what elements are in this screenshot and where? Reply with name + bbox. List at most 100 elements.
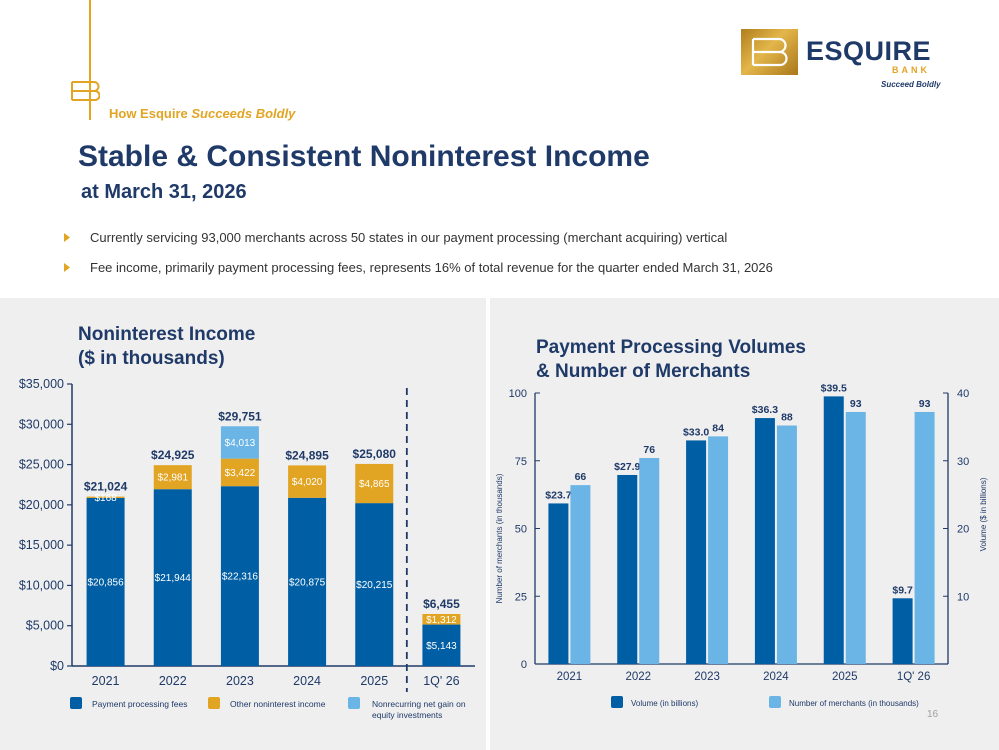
- x-tick-label: 2023: [694, 671, 720, 683]
- y-tick-label: $35,000: [19, 377, 64, 391]
- segment-label: $20,215: [356, 580, 393, 591]
- merchants-bar: [708, 436, 729, 664]
- segment-label: $3,422: [225, 468, 256, 479]
- volume-bar: [617, 474, 638, 664]
- bullet-marker-icon: [64, 263, 70, 272]
- bullet-text: Fee income, primarily payment processing…: [90, 260, 773, 275]
- bar-segment: [220, 426, 259, 459]
- bar-segment: [288, 497, 327, 666]
- volume-bar: [548, 503, 569, 664]
- legend-label: Nonrecurring net gain on: [372, 699, 466, 709]
- y-tick-label: $10,000: [19, 578, 64, 592]
- volume-bar: [754, 418, 775, 664]
- legend-swatch: [70, 697, 82, 709]
- bar-segment: [422, 613, 461, 625]
- left-y-tick-label: 0: [521, 659, 527, 671]
- volume-bar: [823, 396, 844, 664]
- segment-label: $20,856: [88, 577, 125, 588]
- segment-label: $168: [94, 493, 117, 504]
- volume-value-label: $36.3: [752, 404, 778, 416]
- x-tick-label: 2022: [159, 674, 187, 688]
- volume-value-label: $33.0: [683, 426, 709, 438]
- bar-total-label: $25,080: [353, 447, 397, 461]
- page-subtitle: at March 31, 2026: [81, 181, 247, 203]
- segment-label: $22,316: [222, 572, 259, 583]
- segment-label: $5,143: [426, 641, 457, 652]
- volume-bar: [686, 440, 707, 664]
- right-axis-title: Volume ($ in billions): [979, 477, 988, 551]
- legend-swatch: [769, 696, 781, 708]
- payment-volumes-chart: 0 25 50 75 100 10 20 30 40 Number of merchants (i…: [495, 382, 988, 708]
- bar-segment: [288, 465, 327, 498]
- x-tick-label: 1Q' 26: [897, 671, 931, 683]
- segment-label: $21,944: [155, 573, 192, 584]
- bar-segment: [355, 463, 394, 504]
- x-tick-label: 2023: [226, 674, 254, 688]
- segment-label: $4,013: [225, 438, 256, 449]
- tagline-emphasis: Succeeds Boldly: [191, 106, 296, 121]
- volume-value-label: $9.7: [892, 584, 913, 596]
- noninterest-chart-title: Noninterest Income ($ in thousands): [78, 323, 255, 371]
- right-y-tick-label: 20: [957, 524, 969, 536]
- logo-slogan: Succeed Boldly: [881, 80, 941, 89]
- merchants-value-label: 84: [712, 422, 724, 434]
- legend-label: Volume (in billions): [631, 699, 698, 708]
- right-y-tick-label: 10: [957, 591, 969, 603]
- y-tick-label: $15,000: [19, 538, 64, 552]
- merchants-value-label: 66: [575, 471, 587, 483]
- right-y-tick-label: 40: [957, 388, 969, 400]
- left-y-tick-label: 100: [509, 388, 527, 400]
- bullet-text: Currently servicing 93,000 merchants acr…: [90, 230, 728, 245]
- logo-bank-text: BANK: [892, 65, 930, 75]
- merchants-bar: [845, 411, 866, 664]
- volumes-title-line2: & Number of Merchants: [536, 361, 751, 382]
- bar-total-label: $6,455: [423, 597, 460, 611]
- x-tick-label: 2025: [360, 674, 388, 688]
- segment-label: $20,875: [289, 577, 326, 588]
- bar-segment: [153, 465, 192, 490]
- payment-processing-panel: Payment Processing Volumes & Number of M…: [490, 298, 999, 750]
- y-tick-label: $0: [50, 659, 64, 673]
- bar-total-label: $21,024: [84, 480, 128, 494]
- x-tick-label: 2025: [832, 671, 858, 683]
- bar-segment: [220, 486, 259, 666]
- page-title: Stable & Consistent Noninterest Income: [78, 140, 650, 173]
- segment-label: $2,981: [157, 473, 188, 484]
- bar-total-label: $29,751: [218, 409, 262, 423]
- legend-swatch: [348, 697, 360, 709]
- merchants-bar: [639, 458, 660, 664]
- bar-total-label: $24,925: [151, 448, 195, 462]
- legend-label: Number of merchants (in thousands): [789, 699, 919, 708]
- merchants-value-label: 88: [781, 412, 793, 424]
- eb-monogram-icon: [70, 80, 101, 102]
- left-y-tick-label: 75: [515, 456, 527, 468]
- merchants-bar: [570, 485, 591, 664]
- logo-wordmark: ESQUIRE: [806, 36, 932, 66]
- accent-vertical-line: [89, 0, 91, 120]
- merchants-value-label: 93: [850, 398, 862, 410]
- bar-segment: [86, 496, 125, 498]
- merchants-bar: [776, 425, 797, 664]
- volumes-title-line1: Payment Processing Volumes: [536, 337, 806, 358]
- x-tick-label: 2021: [557, 671, 583, 683]
- bar-segment: [153, 489, 192, 666]
- bullet-marker-icon: [64, 233, 70, 242]
- x-tick-label: 1Q' 26: [423, 674, 459, 688]
- legend-label: Other noninterest income: [230, 699, 326, 709]
- x-tick-label: 2024: [763, 671, 789, 683]
- volumes-chart-title: Payment Processing Volumes & Number of M…: [536, 336, 806, 384]
- noninterest-title-line1: Noninterest Income: [78, 324, 256, 345]
- y-tick-label: $5,000: [26, 619, 64, 633]
- noninterest-income-panel: Noninterest Income ($ in thousands) $0 $5…: [0, 298, 486, 750]
- volume-value-label: $23.7: [545, 489, 571, 501]
- volume-bar: [892, 598, 913, 664]
- y-tick-label: $30,000: [19, 417, 64, 431]
- legend-label: Payment processing fees: [92, 699, 187, 709]
- bar-segment: [86, 497, 125, 666]
- legend-label: equity investments: [372, 710, 442, 720]
- tagline: How Esquire Succeeds Boldly: [109, 106, 295, 121]
- merchants-value-label: 93: [919, 398, 931, 410]
- legend-swatch: [208, 697, 220, 709]
- bar-segment: [355, 503, 394, 666]
- bullet-item: Fee income, primarily payment processing…: [64, 260, 773, 275]
